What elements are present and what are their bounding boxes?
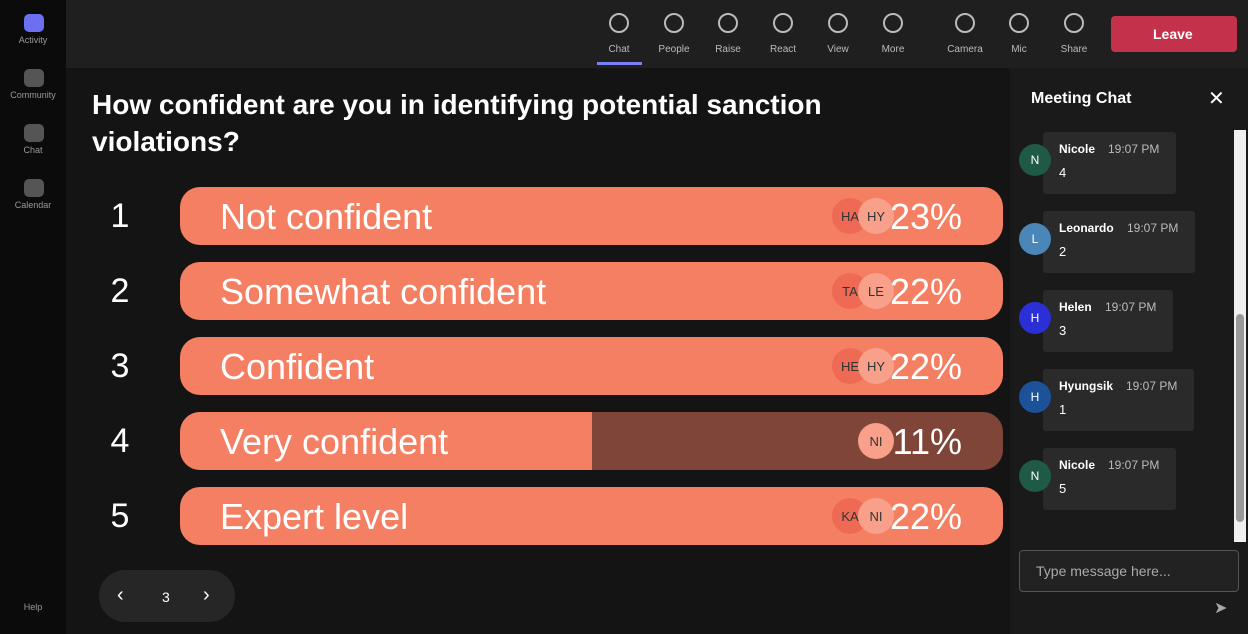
option-number: 5: [110, 497, 130, 535]
option-percent: 22%: [889, 496, 962, 537]
toolbar-icon[interactable]: [1064, 13, 1084, 33]
message-text: 2: [1059, 244, 1067, 259]
toolbar-label: Mic: [1011, 44, 1027, 55]
sidebar-icon[interactable]: [24, 69, 44, 87]
option-label: Very confident: [220, 421, 449, 462]
send-button[interactable]: ➤: [1214, 600, 1228, 617]
message-time: 19:07 PM: [1108, 142, 1160, 156]
active-underline: [597, 62, 642, 65]
voter-avatar: NI: [858, 423, 894, 459]
avatar: L: [1019, 223, 1051, 255]
help-label: Help: [23, 602, 43, 612]
sidebar-icon[interactable]: [24, 179, 44, 197]
option-percent: 22%: [889, 346, 962, 387]
sidebar-label: Activity: [18, 35, 48, 45]
option-label: Somewhat confident: [220, 271, 547, 312]
message-time: 19:07 PM: [1105, 300, 1157, 314]
option-number: 1: [110, 197, 130, 235]
message-time: 19:07 PM: [1126, 379, 1178, 393]
toolbar: [66, 0, 1248, 68]
leave-button[interactable]: Leave: [1111, 16, 1237, 52]
sidebar-label: Community: [10, 90, 56, 100]
option-percent: 22%: [889, 271, 962, 312]
avatar: H: [1019, 381, 1051, 413]
message-text: 3: [1059, 323, 1067, 338]
toolbar-icon[interactable]: [1009, 13, 1029, 33]
sidebar-label: Calendar: [14, 200, 52, 210]
message-time: 19:07 PM: [1127, 221, 1179, 235]
toolbar-icon[interactable]: [773, 13, 793, 33]
avatar: N: [1019, 460, 1051, 492]
toolbar-label: React: [769, 44, 797, 55]
toolbar-label: Chat: [608, 44, 630, 55]
sender-name: Nicole: [1059, 142, 1096, 156]
sender-name: Nicole: [1059, 458, 1096, 472]
chat-title: Meeting Chat: [1031, 90, 1132, 107]
question: How confident are you in identifying pot…: [92, 89, 822, 157]
message-text: 5: [1059, 481, 1067, 496]
voter-avatar: HY: [858, 198, 894, 234]
next-button[interactable]: ›: [203, 584, 210, 606]
toolbar-label: Raise: [715, 44, 741, 55]
message-input[interactable]: Type message here...: [1019, 550, 1239, 592]
message-bubble: [1043, 448, 1176, 510]
scrollbar-thumb: [1236, 314, 1244, 522]
sidebar-icon[interactable]: [24, 14, 44, 32]
option-number: 2: [110, 272, 130, 310]
toolbar-icon[interactable]: [718, 13, 738, 33]
close-button[interactable]: ✕: [1208, 88, 1225, 110]
message-text: 1: [1059, 402, 1067, 417]
voter-avatar: NI: [858, 498, 894, 534]
toolbar-icon[interactable]: [609, 13, 629, 33]
option-label: Expert level: [220, 496, 409, 537]
sender-name: Helen: [1059, 300, 1092, 314]
message-bubble: [1043, 211, 1195, 273]
sidebar-icon[interactable]: [24, 124, 44, 142]
pager: [99, 570, 235, 622]
toolbar-label: People: [658, 44, 690, 55]
option-percent: 23%: [889, 196, 962, 237]
prev-button[interactable]: ‹: [117, 584, 124, 606]
avatar: H: [1019, 302, 1051, 334]
toolbar-icon[interactable]: [828, 13, 848, 33]
message-bubble: [1043, 290, 1173, 352]
sidebar-label: Chat: [23, 145, 43, 155]
message-time: 19:07 PM: [1108, 458, 1160, 472]
voter-avatar: HY: [858, 348, 894, 384]
page-number: 3: [162, 589, 170, 605]
sender-name: Leonardo: [1059, 221, 1114, 235]
message-bubble: [1043, 132, 1176, 194]
sidebar: [0, 0, 66, 634]
message-bubble: [1043, 369, 1194, 431]
option-number: 3: [110, 347, 130, 385]
toolbar-label: View: [827, 44, 849, 55]
option-label: Confident: [220, 346, 375, 387]
toolbar-label: Camera: [947, 44, 983, 55]
voter-avatar: LE: [858, 273, 894, 309]
option-label: Not confident: [220, 196, 433, 237]
toolbar-icon[interactable]: [883, 13, 903, 33]
sender-name: Hyungsik: [1059, 379, 1114, 393]
toolbar-icon[interactable]: [664, 13, 684, 33]
toolbar-label: Share: [1060, 44, 1088, 55]
avatar: N: [1019, 144, 1051, 176]
message-text: 4: [1059, 165, 1067, 180]
option-number: 4: [110, 422, 130, 460]
toolbar-icon[interactable]: [955, 13, 975, 33]
toolbar-label: More: [881, 44, 905, 55]
option-bar-fill: [180, 412, 592, 470]
option-percent: 11%: [892, 421, 962, 462]
